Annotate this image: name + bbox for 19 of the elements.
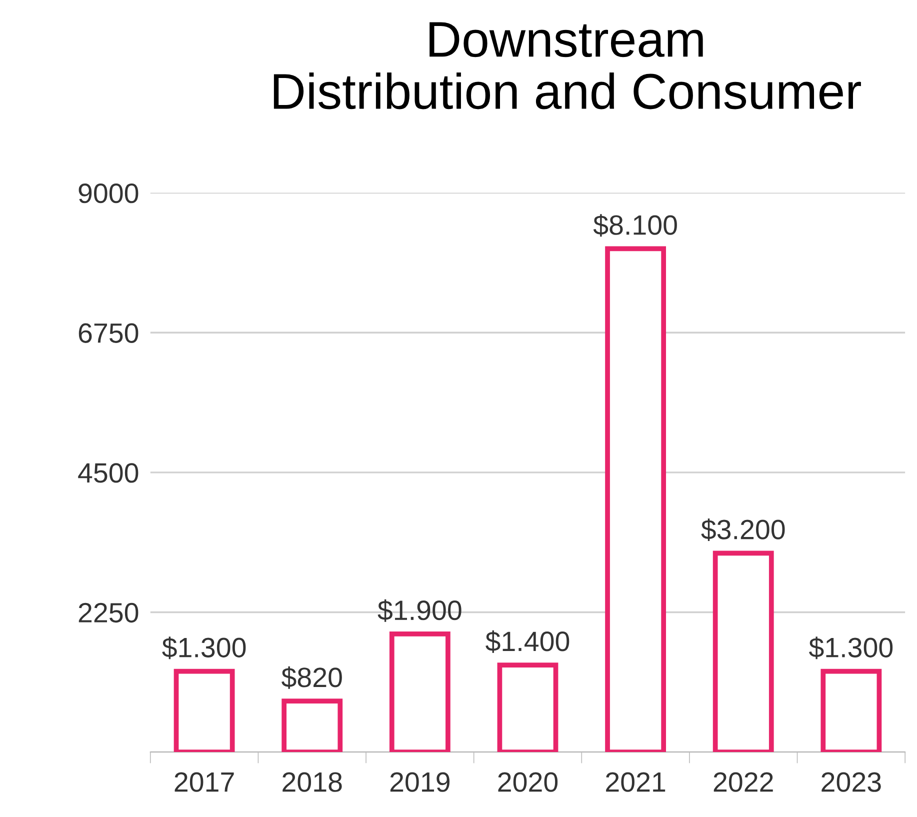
data-label: $3.200 (701, 518, 785, 542)
x-tick-label: 2022 (714, 772, 773, 792)
y-tick-label: 4500 (78, 463, 138, 483)
data-label: $1.300 (808, 636, 893, 660)
data-label: $8.100 (593, 214, 677, 237)
x-tick-label: 2017 (174, 772, 234, 792)
y-tick-label: 2250 (78, 602, 138, 623)
data-label: $820 (282, 666, 342, 689)
x-tick-label: 2023 (822, 772, 881, 792)
chart-title: Downstream Distribution and Consumer (274, 22, 861, 110)
data-label: $1.400 (486, 630, 570, 653)
y-tick-label: 6750 (78, 323, 138, 343)
data-label: $1.900 (378, 599, 462, 622)
x-tick-label: 2021 (606, 772, 666, 792)
x-tick-label: 2020 (498, 772, 558, 792)
x-tick-label: 2019 (390, 772, 450, 792)
data-label: $1.300 (162, 636, 246, 660)
x-tick-label: 2018 (282, 772, 342, 792)
y-tick-label: 9000 (78, 183, 138, 204)
